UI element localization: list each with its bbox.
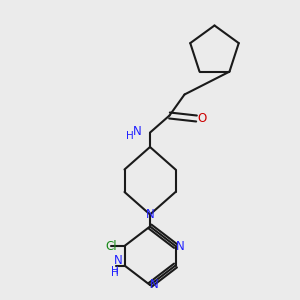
Text: N: N [114,254,123,268]
Text: Cl: Cl [105,239,117,253]
Text: H: H [111,266,119,275]
Text: N: N [146,208,154,221]
Text: N: N [176,239,184,253]
Text: O: O [197,112,206,125]
Text: H: H [126,130,134,141]
Text: N: N [133,124,142,138]
Text: N: N [150,278,159,292]
Text: H: H [111,268,119,278]
